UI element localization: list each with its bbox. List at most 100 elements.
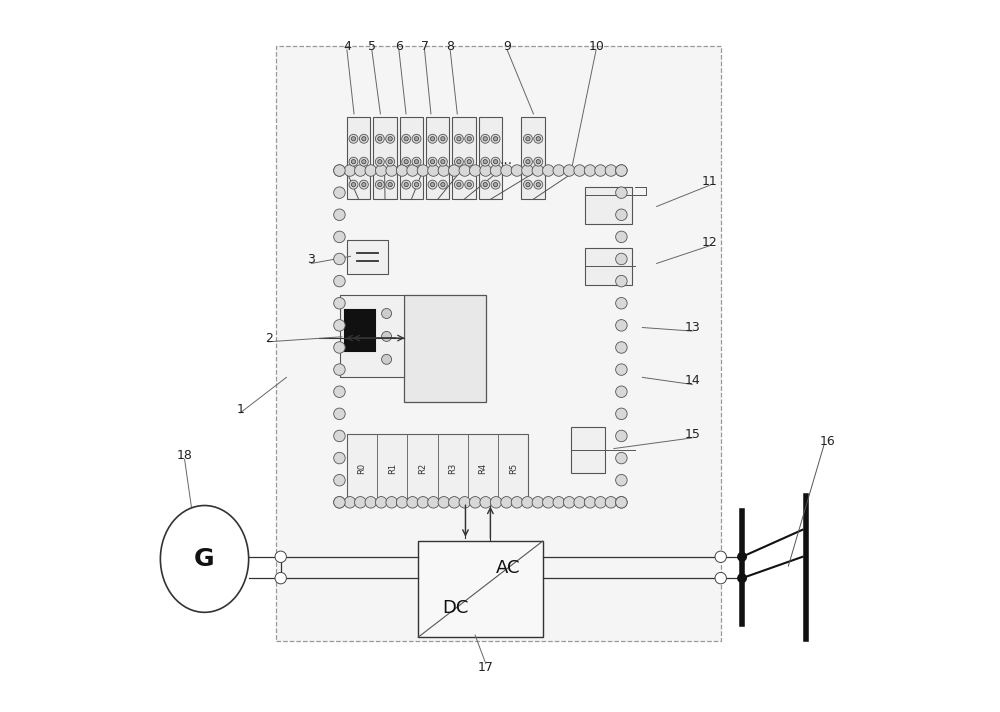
Circle shape xyxy=(715,551,726,562)
Circle shape xyxy=(430,159,435,164)
Bar xyxy=(404,295,486,402)
Circle shape xyxy=(616,364,627,375)
Circle shape xyxy=(616,342,627,353)
Circle shape xyxy=(386,496,397,508)
Circle shape xyxy=(334,164,345,177)
Circle shape xyxy=(428,180,437,189)
Circle shape xyxy=(334,231,345,243)
Circle shape xyxy=(351,159,356,164)
Circle shape xyxy=(386,164,397,177)
Circle shape xyxy=(351,182,356,187)
Text: AC: AC xyxy=(496,559,520,577)
Circle shape xyxy=(412,157,421,166)
Circle shape xyxy=(449,496,460,508)
Circle shape xyxy=(501,164,512,177)
Circle shape xyxy=(430,137,435,141)
Circle shape xyxy=(459,164,471,177)
Text: 17: 17 xyxy=(478,661,494,674)
Circle shape xyxy=(414,159,419,164)
Circle shape xyxy=(534,135,543,143)
Text: 12: 12 xyxy=(702,236,718,248)
Circle shape xyxy=(349,157,358,166)
Circle shape xyxy=(491,180,500,189)
Circle shape xyxy=(386,180,395,189)
Text: DC: DC xyxy=(442,600,469,617)
Circle shape xyxy=(467,159,471,164)
Circle shape xyxy=(407,164,418,177)
Circle shape xyxy=(483,137,487,141)
Circle shape xyxy=(414,182,419,187)
Circle shape xyxy=(355,496,366,508)
Circle shape xyxy=(454,157,463,166)
Circle shape xyxy=(457,182,461,187)
Circle shape xyxy=(481,180,490,189)
Circle shape xyxy=(334,187,345,199)
Circle shape xyxy=(480,496,491,508)
Bar xyxy=(479,117,502,199)
Circle shape xyxy=(375,496,387,508)
Circle shape xyxy=(457,137,461,141)
Circle shape xyxy=(523,180,532,189)
Circle shape xyxy=(334,452,345,464)
Circle shape xyxy=(459,496,471,508)
Bar xyxy=(407,434,438,502)
Bar xyxy=(585,187,632,224)
Circle shape xyxy=(491,157,500,166)
Circle shape xyxy=(454,135,463,143)
Circle shape xyxy=(616,187,627,199)
Circle shape xyxy=(402,135,411,143)
Circle shape xyxy=(457,159,461,164)
Bar xyxy=(418,541,543,637)
Circle shape xyxy=(536,182,540,187)
Circle shape xyxy=(441,182,445,187)
Circle shape xyxy=(465,180,474,189)
Circle shape xyxy=(365,496,377,508)
Circle shape xyxy=(532,496,544,508)
Circle shape xyxy=(526,137,530,141)
Text: 10: 10 xyxy=(588,40,604,53)
Text: 14: 14 xyxy=(684,375,700,387)
Text: R3: R3 xyxy=(448,463,457,473)
Circle shape xyxy=(616,496,627,508)
Bar xyxy=(426,117,449,199)
Circle shape xyxy=(334,496,345,508)
Circle shape xyxy=(396,164,408,177)
Circle shape xyxy=(536,137,540,141)
Circle shape xyxy=(334,474,345,486)
Circle shape xyxy=(375,164,387,177)
Circle shape xyxy=(563,496,575,508)
Text: 11: 11 xyxy=(702,175,718,188)
Text: 1: 1 xyxy=(236,403,244,416)
Bar xyxy=(347,434,528,502)
Bar xyxy=(585,248,632,285)
Bar xyxy=(373,117,397,199)
Text: 16: 16 xyxy=(820,435,835,448)
Circle shape xyxy=(344,496,356,508)
Text: R2: R2 xyxy=(418,463,427,473)
Circle shape xyxy=(511,496,523,508)
Circle shape xyxy=(407,496,418,508)
Bar xyxy=(347,240,388,274)
Circle shape xyxy=(595,496,606,508)
Circle shape xyxy=(428,496,439,508)
Circle shape xyxy=(417,164,429,177)
Circle shape xyxy=(334,430,345,441)
Ellipse shape xyxy=(160,506,249,612)
Text: 13: 13 xyxy=(684,321,700,334)
Circle shape xyxy=(522,496,533,508)
Circle shape xyxy=(359,180,368,189)
Circle shape xyxy=(362,159,366,164)
Circle shape xyxy=(616,430,627,441)
Circle shape xyxy=(351,137,356,141)
Circle shape xyxy=(493,159,498,164)
Bar xyxy=(276,46,721,641)
Circle shape xyxy=(441,159,445,164)
Circle shape xyxy=(388,182,392,187)
Circle shape xyxy=(616,209,627,221)
Circle shape xyxy=(483,159,487,164)
Circle shape xyxy=(616,496,627,508)
Circle shape xyxy=(574,496,585,508)
Circle shape xyxy=(417,496,429,508)
Circle shape xyxy=(382,355,392,365)
Circle shape xyxy=(501,496,512,508)
